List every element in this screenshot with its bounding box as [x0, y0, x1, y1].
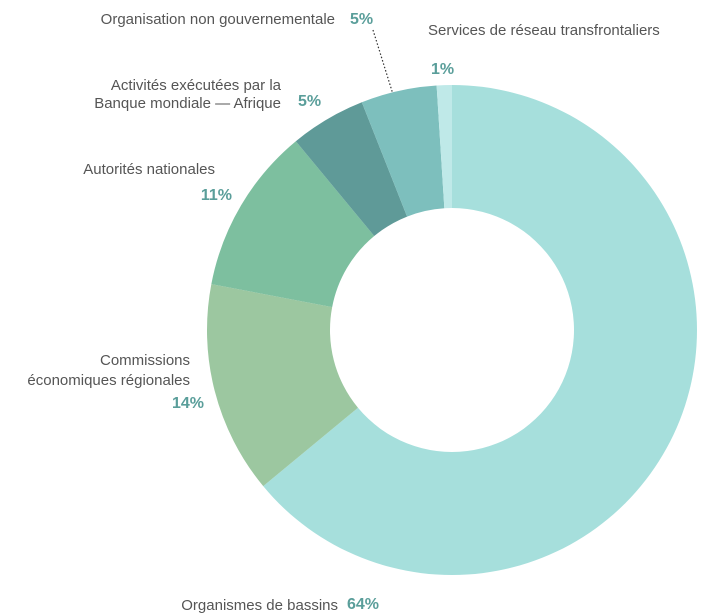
value-label: 14%: [172, 395, 204, 412]
slice-label: Autorités nationales: [83, 161, 215, 178]
value-label: 1%: [431, 61, 454, 78]
donut-slice: [206, 284, 358, 487]
slice-label: Organisation non gouvernementale: [101, 11, 335, 28]
value-label: 5%: [350, 11, 373, 28]
value-label: 11%: [201, 187, 232, 204]
value-label: 64%: [347, 596, 379, 613]
donut-slice: [263, 85, 697, 575]
donut-slice: [295, 102, 408, 236]
slice-label: Commissions: [100, 352, 190, 369]
slice-label: Activités exécutées par la: [111, 77, 282, 94]
slice-label: Organismes de bassins: [181, 597, 338, 614]
slice-label: Services de réseau transfrontaliers: [428, 22, 660, 39]
leader-line: [372, 29, 397, 105]
donut-slice: [436, 85, 452, 209]
donut-slice: [361, 85, 445, 217]
slice-label: Banque mondiale — Afrique: [94, 95, 281, 112]
slice-label: économiques régionales: [27, 372, 190, 389]
value-label: 5%: [298, 93, 321, 110]
donut-slice: [211, 141, 375, 308]
